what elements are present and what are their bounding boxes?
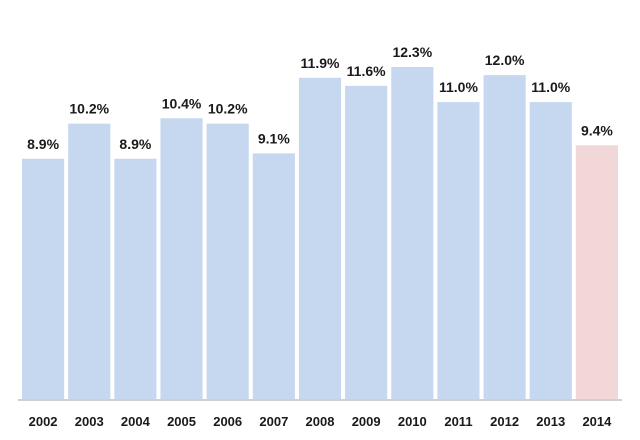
x-tick-label-2004: 2004 xyxy=(121,414,151,429)
bars-group xyxy=(22,67,618,400)
value-label-2010: 12.3% xyxy=(392,44,432,60)
bar-2004 xyxy=(114,158,157,399)
bar-2010 xyxy=(391,67,434,399)
value-label-2005: 10.4% xyxy=(162,95,202,111)
bar-2009 xyxy=(345,85,388,399)
x-tick-label-2006: 2006 xyxy=(213,414,242,429)
bar-2002 xyxy=(22,158,65,399)
value-labels-group: 8.9% 10.2% 8.9% 10.4% 10.2% 9.1% 11.9% 11.6% 12.… xyxy=(27,44,613,152)
x-tick-label-2005: 2005 xyxy=(167,414,196,429)
value-label-2011: 11.0% xyxy=(439,79,478,95)
x-tick-label-2014: 2014 xyxy=(582,414,612,429)
value-label-2002: 8.9% xyxy=(27,136,59,152)
bar-2007 xyxy=(252,153,295,399)
tick-labels-group: 2002 2003 2004 2005 2006 2007 2008 2009 2010 2011… xyxy=(29,414,613,429)
bar-2011 xyxy=(437,102,480,399)
value-label-2012: 12.0% xyxy=(485,52,525,68)
value-label-2008: 11.9% xyxy=(301,55,340,71)
x-tick-label-2003: 2003 xyxy=(75,414,104,429)
value-label-2007: 9.1% xyxy=(258,130,290,146)
x-tick-label-2007: 2007 xyxy=(259,414,288,429)
value-label-2004: 8.9% xyxy=(119,136,151,152)
bar-2005 xyxy=(160,118,203,399)
bar-2012 xyxy=(483,75,526,399)
bar-2008 xyxy=(298,77,342,400)
x-tick-label-2009: 2009 xyxy=(352,414,381,429)
x-tick-label-2002: 2002 xyxy=(29,414,58,429)
value-label-2003: 10.2% xyxy=(69,101,109,117)
bar-2013 xyxy=(529,102,572,399)
value-label-2013: 11.0% xyxy=(531,79,570,95)
x-tick-label-2008: 2008 xyxy=(306,414,335,429)
bar-2006 xyxy=(206,123,249,400)
bar-2014 xyxy=(575,145,618,399)
value-label-2009: 11.6% xyxy=(347,63,386,79)
x-tick-label-2010: 2010 xyxy=(398,414,427,429)
value-label-2014: 9.4% xyxy=(581,122,613,138)
x-tick-label-2011: 2011 xyxy=(444,414,472,429)
bar-2003 xyxy=(68,123,111,400)
value-label-2006: 10.2% xyxy=(208,101,248,117)
x-tick-label-2012: 2012 xyxy=(490,414,519,429)
x-tick-label-2013: 2013 xyxy=(536,414,565,429)
